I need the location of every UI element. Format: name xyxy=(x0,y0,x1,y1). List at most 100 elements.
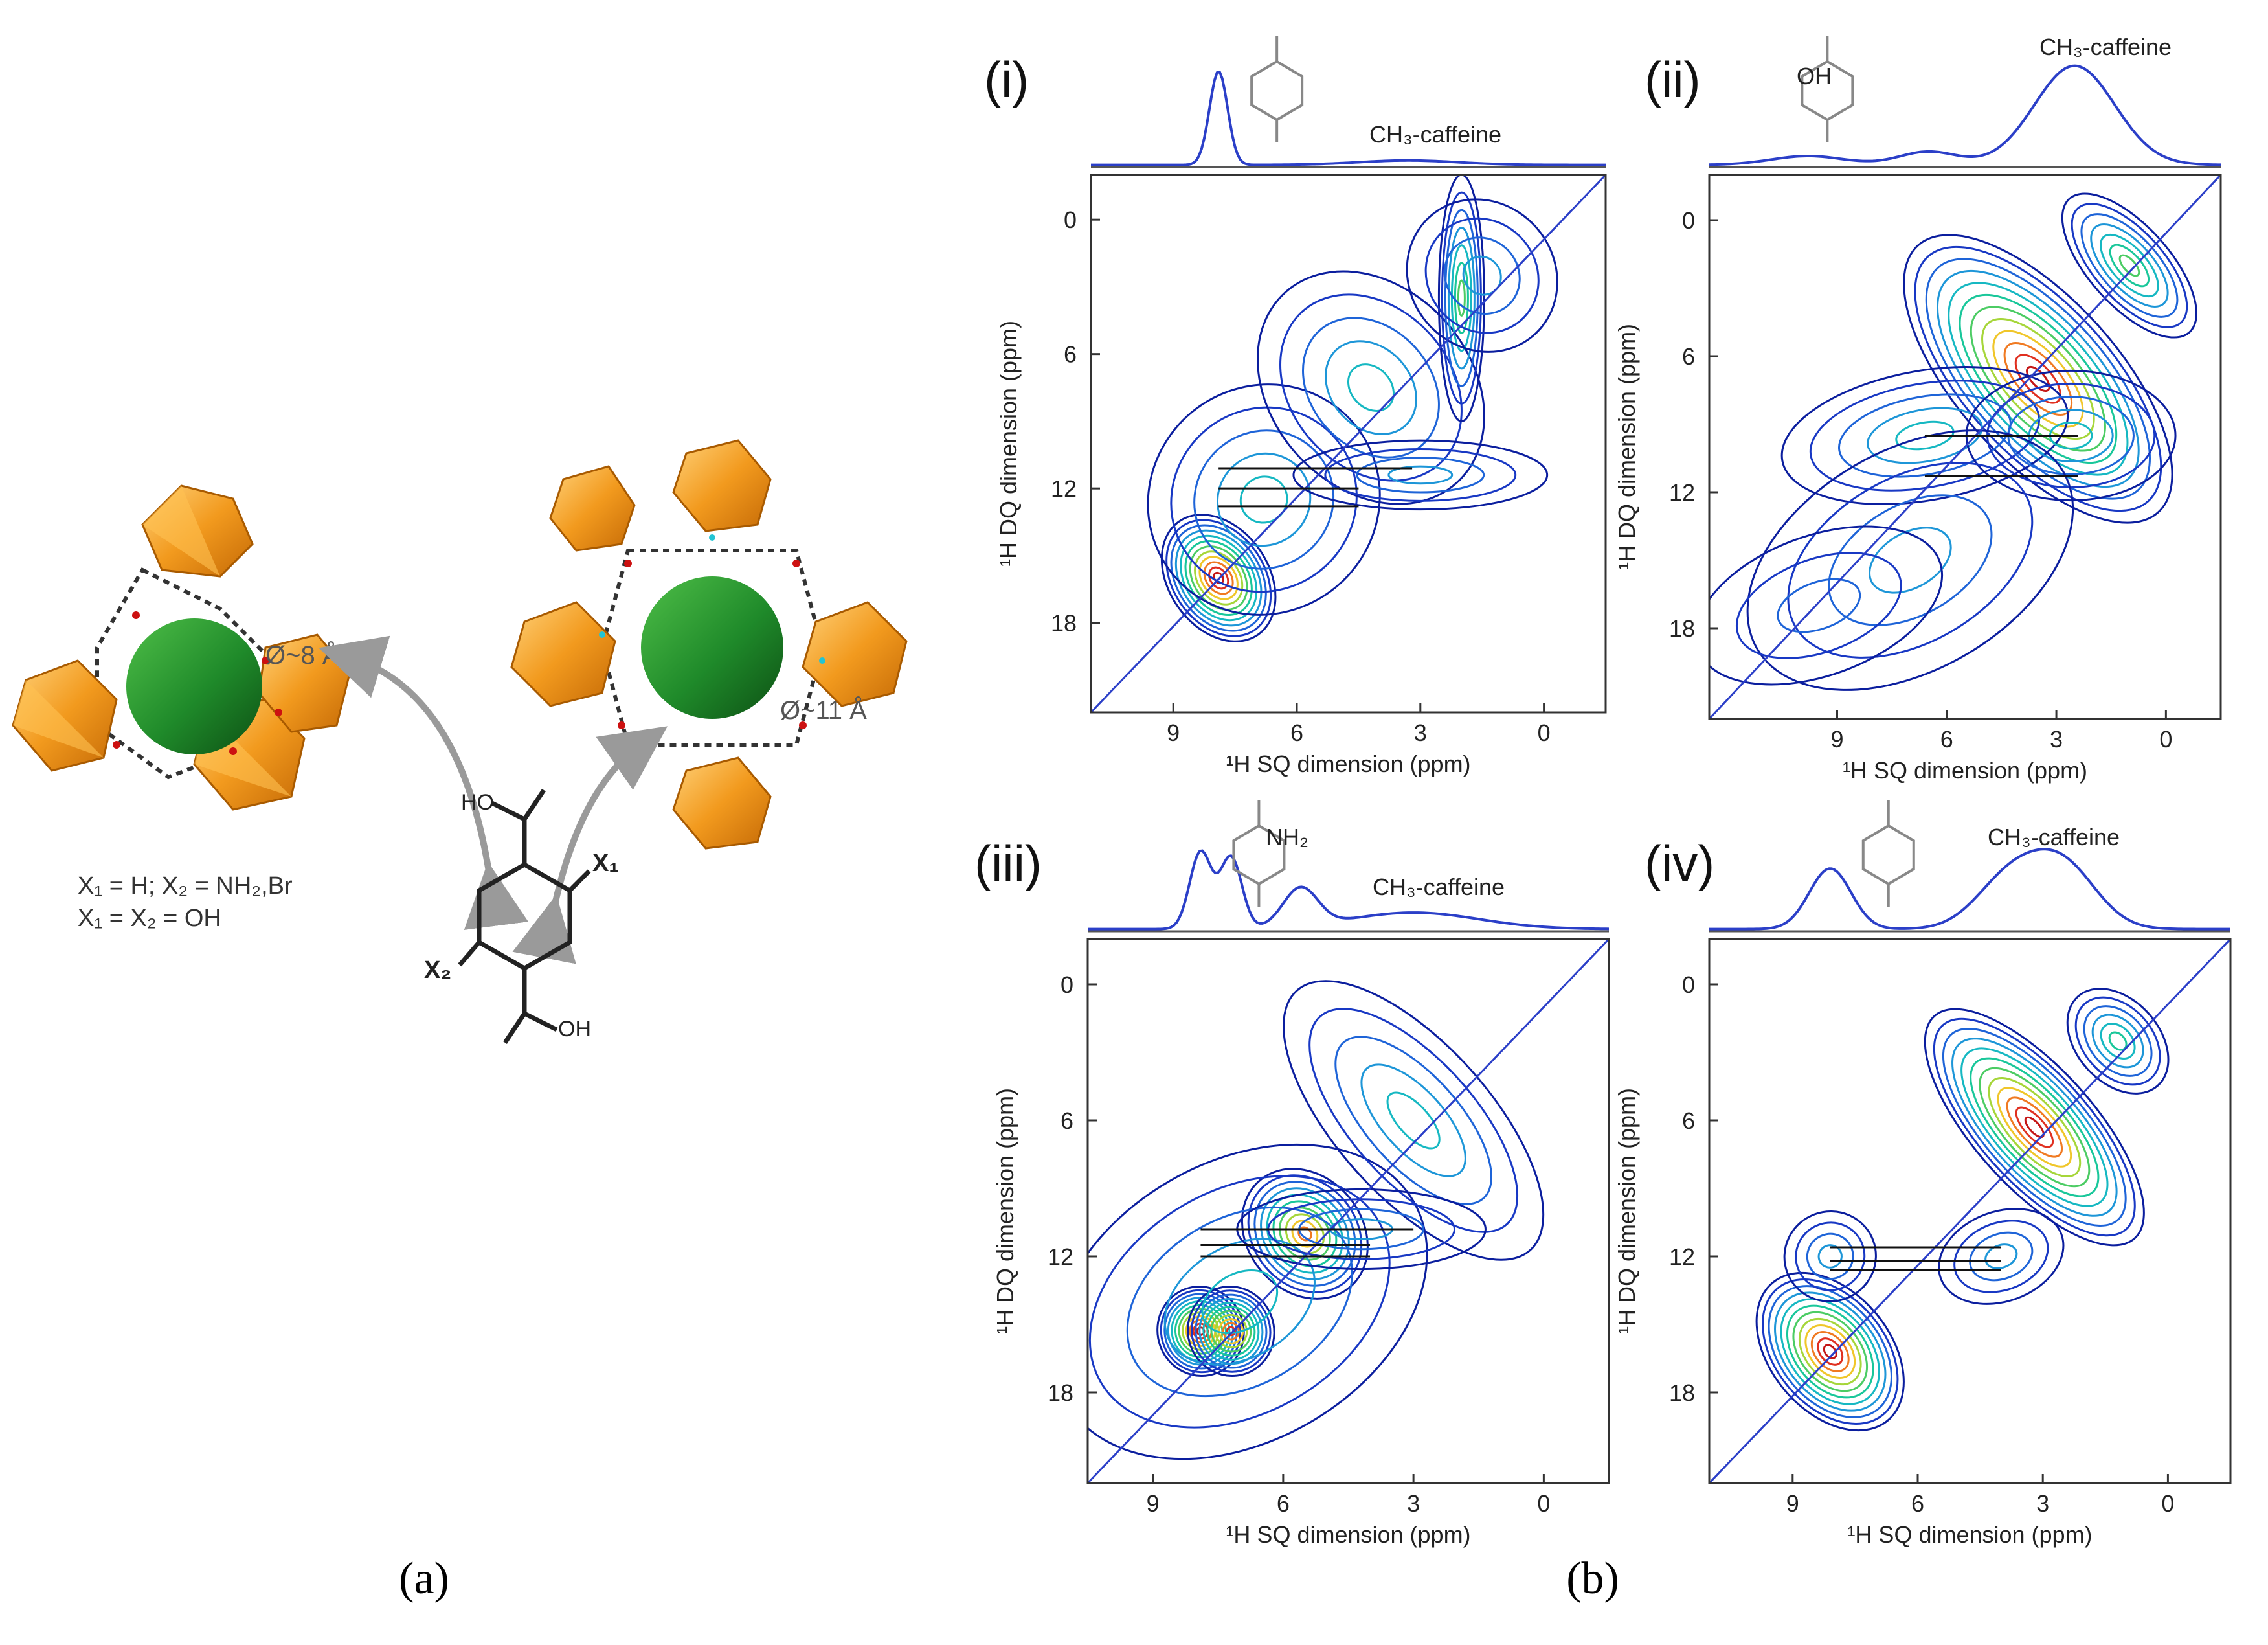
contour-iv-2-1 xyxy=(2074,996,2161,1086)
contour-i-5-3 xyxy=(1462,255,1502,296)
plot-frame-i xyxy=(1090,174,1607,714)
zr-cluster-8 xyxy=(672,756,772,850)
zr-cluster-9 xyxy=(549,465,636,552)
x-tick-label-iii-1: 6 xyxy=(1277,1490,1290,1517)
contour-iv-4-1 xyxy=(1953,1220,2049,1293)
substituent-legend-line-2: X₁ = X₂ = OH xyxy=(78,905,221,932)
spectrum-panel-i: (i) CH₃-caffeine 9 6 3 0 0 6 12 18 ¹H SQ dimension… xyxy=(984,36,1607,777)
y-tick-label-iv-2: 12 xyxy=(1669,1243,1695,1270)
contour-i-5-0 xyxy=(1406,198,1558,353)
x-tick-label-iv-0: 9 xyxy=(1786,1490,1799,1517)
contour-ii-0-11 xyxy=(2026,365,2050,392)
projection-label-ii-0: OH xyxy=(1797,63,1832,89)
panel-label-iv: (iv) xyxy=(1645,835,1714,892)
y-axis-label-iii: ¹H DQ dimension (ppm) xyxy=(992,1088,1018,1334)
contour-field-iii xyxy=(1088,980,1545,1460)
contour-iii-2-2 xyxy=(1253,1181,1356,1287)
contour-i-0-7 xyxy=(1194,550,1244,606)
contour-ii-1-5 xyxy=(2109,244,2150,288)
contour-ii-1-1 xyxy=(2071,203,2188,328)
contour-ii-0-10 xyxy=(2014,354,2061,404)
contour-ii-5-2 xyxy=(1777,578,1861,633)
contour-i-3-2 xyxy=(1356,457,1485,493)
contour-i-2-0 xyxy=(1257,270,1485,505)
contour-iv-0-7 xyxy=(1798,1317,1862,1386)
x-tick-label-ii-1: 6 xyxy=(1940,726,1953,753)
contour-i-4-2 xyxy=(1444,209,1479,387)
x-tick-label-ii-0: 9 xyxy=(1830,726,1843,753)
contour-i-0-3 xyxy=(1174,529,1263,627)
projection-trace-i xyxy=(1091,70,1606,166)
contour-iii-3-4 xyxy=(1201,1269,1279,1335)
y-axis-label-ii: ¹H DQ dimension (ppm) xyxy=(1613,324,1640,570)
y-tick-label-iii-0: 0 xyxy=(1061,971,1073,998)
zr-cluster-2 xyxy=(12,659,118,772)
x-tick-label-iii-2: 3 xyxy=(1407,1490,1420,1517)
contour-ii-0-7 xyxy=(1981,317,2095,440)
contour-ii-2-1 xyxy=(1809,380,2041,492)
contour-i-4-5 xyxy=(1454,262,1469,335)
contour-field-i xyxy=(1147,175,1558,642)
contour-i-1-3 xyxy=(1216,452,1312,547)
contour-iv-1-4 xyxy=(1960,1047,2109,1207)
contour-i-0-6 xyxy=(1189,545,1248,611)
contour-iv-3-0 xyxy=(1783,1210,1877,1302)
x-tick-label-i-1: 6 xyxy=(1290,720,1303,746)
contour-i-4-1 xyxy=(1441,191,1482,405)
contour-iv-4-3 xyxy=(1984,1243,2018,1269)
contour-iv-2-3 xyxy=(2091,1014,2144,1069)
contour-iii-1-8 xyxy=(1218,1318,1244,1344)
contour-ii-1-6 xyxy=(2118,254,2140,277)
pore-size-large-label: Ø~11 Å xyxy=(780,696,867,725)
contour-i-0-9 xyxy=(1203,561,1234,595)
contour-i-2-1 xyxy=(1279,293,1463,482)
contour-iii-1-1 xyxy=(1191,1289,1272,1373)
contour-iii-1-7 xyxy=(1214,1313,1248,1349)
zr-cluster-6 xyxy=(510,601,616,707)
y-tick-label-ii-3: 18 xyxy=(1669,615,1695,642)
zr-cluster-7 xyxy=(802,601,908,707)
projection-label-iii-1: CH₃-caffeine xyxy=(1373,874,1505,900)
contour-iv-1-8 xyxy=(1997,1087,2072,1168)
y-tick-label-iii-2: 12 xyxy=(1048,1243,1073,1270)
contour-ii-0-3 xyxy=(1936,269,2140,488)
contour-iii-4-2 xyxy=(1334,1036,1492,1205)
contour-iv-4-2 xyxy=(1969,1231,2034,1282)
contour-ii-1-3 xyxy=(2090,223,2169,308)
diagonal-line-i xyxy=(1090,174,1607,714)
panel-label-i: (i) xyxy=(984,51,1029,108)
contour-ii-1-4 xyxy=(2100,233,2159,298)
x-tick-label-ii-3: 0 xyxy=(2159,726,2172,753)
contour-i-0-0 xyxy=(1160,514,1277,642)
plot-frame-iv xyxy=(1708,938,2232,1484)
panel-a-caption: (a) xyxy=(399,1554,449,1604)
contour-i-1-0 xyxy=(1147,383,1381,616)
contour-iv-2-4 xyxy=(2100,1023,2136,1060)
panel-b-caption: (b) xyxy=(1566,1554,1619,1604)
contour-iii-1-5 xyxy=(1206,1306,1256,1357)
contour-iii-3-3 xyxy=(1163,1238,1316,1366)
y-tick-label-ii-0: 0 xyxy=(1682,207,1695,234)
contour-i-1-1 xyxy=(1170,406,1358,593)
contour-iii-1-4 xyxy=(1202,1302,1260,1361)
contour-iv-3-3 xyxy=(1817,1244,1843,1269)
projection-label-iv-0: CH₃-caffeine xyxy=(1988,824,2120,850)
y-tick-label-i-3: 18 xyxy=(1051,610,1077,637)
panel-b-spectra: (i) CH₃-caffeine 9 6 3 0 0 6 12 18 ¹H SQ dimension… xyxy=(974,34,2232,1548)
phenyl-glyph-i xyxy=(1250,36,1304,142)
projection-trace-iv xyxy=(1709,848,2231,931)
contour-i-2-4 xyxy=(1347,363,1395,412)
contour-iv-0-1 xyxy=(1762,1278,1899,1425)
linker-x2-label: X₂ xyxy=(424,957,451,984)
y-tick-label-i-2: 12 xyxy=(1051,475,1077,502)
y-tick-label-ii-2: 12 xyxy=(1669,479,1695,506)
zr-cluster-5 xyxy=(672,439,772,532)
zr-cluster-1 xyxy=(141,484,254,578)
contour-iv-4-0 xyxy=(1938,1208,2065,1305)
contour-ii-0-2 xyxy=(1925,258,2151,500)
spectrum-panel-iv: (iv) CH₃-caffeine 9 6 3 0 0 6 12 18 ¹H SQ dimensio… xyxy=(1613,800,2232,1548)
linker-oh-label: OH xyxy=(558,1017,591,1041)
x-tick-label-ii-2: 3 xyxy=(2050,726,2063,753)
contour-iv-1-0 xyxy=(1924,1008,2145,1247)
y-tick-label-iv-1: 6 xyxy=(1682,1107,1695,1134)
